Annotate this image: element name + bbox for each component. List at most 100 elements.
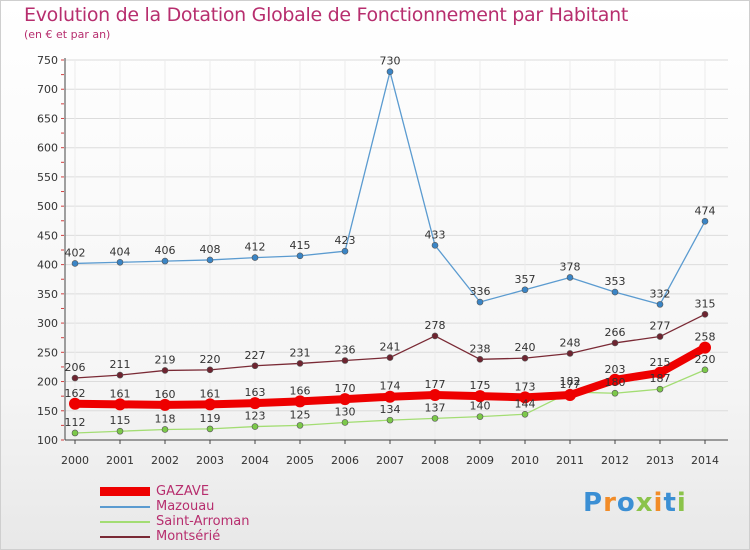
data-label-montserie: 211 <box>110 358 131 371</box>
data-point-montserie <box>341 357 349 364</box>
x-tick-label: 2002 <box>151 454 179 467</box>
legend-item-saint-arroman[interactable]: Saint-Arroman <box>100 514 340 529</box>
data-point-mazouau <box>206 256 214 264</box>
data-label-montserie: 315 <box>695 297 716 310</box>
data-label-mazouau: 332 <box>650 287 671 300</box>
data-point-saint-arroman <box>521 410 529 418</box>
data-label-gazave: 258 <box>695 331 716 344</box>
data-point-mazouau <box>566 274 574 281</box>
data-point-mazouau <box>521 286 529 294</box>
x-tick-label: 2003 <box>196 454 224 467</box>
data-point-mazouau <box>296 252 304 260</box>
legend-swatch-montserie <box>100 535 150 538</box>
legend-swatch-mazouau <box>100 505 150 508</box>
data-point-mazouau <box>656 301 664 308</box>
legend-item-mazouau[interactable]: Mazouau <box>100 499 340 514</box>
data-point-gazave <box>429 388 441 401</box>
data-label-gazave: 161 <box>200 387 221 400</box>
data-label-saint-arroman: 182 <box>560 375 581 388</box>
data-label-saint-arroman: 137 <box>425 401 446 414</box>
data-label-mazouau: 336 <box>470 285 491 298</box>
data-point-mazouau <box>251 254 259 261</box>
x-tick-label: 2012 <box>601 454 629 467</box>
data-point-montserie <box>71 374 79 382</box>
data-label-saint-arroman: 123 <box>245 410 266 423</box>
data-label-gazave: 175 <box>470 379 491 392</box>
x-tick-label: 2005 <box>286 454 314 467</box>
data-point-saint-arroman <box>161 426 169 433</box>
data-point-gazave <box>384 390 396 403</box>
data-label-mazouau: 415 <box>290 239 311 252</box>
data-label-gazave: 166 <box>290 384 311 397</box>
legend-label: Montsérié <box>156 529 221 544</box>
data-label-montserie: 248 <box>560 336 581 349</box>
data-point-montserie <box>476 356 484 363</box>
y-tick-label: 500 <box>37 200 58 213</box>
data-point-montserie <box>296 360 304 367</box>
data-label-mazouau: 423 <box>335 234 356 247</box>
data-label-gazave: 170 <box>335 382 356 395</box>
data-label-montserie: 241 <box>380 341 401 354</box>
data-label-saint-arroman: 134 <box>380 403 401 416</box>
legend-swatch-saint-arroman <box>100 520 150 523</box>
data-point-montserie <box>206 366 214 374</box>
data-point-mazouau <box>386 68 394 75</box>
data-label-mazouau: 404 <box>110 245 131 258</box>
data-point-saint-arroman <box>206 425 214 433</box>
x-tick-label: 2000 <box>61 454 89 467</box>
data-point-gazave <box>699 341 711 354</box>
data-point-gazave <box>294 395 306 408</box>
data-label-montserie: 219 <box>155 353 176 366</box>
data-label-gazave: 173 <box>515 380 536 393</box>
data-label-gazave: 174 <box>380 380 401 393</box>
x-tick-label: 2013 <box>646 454 674 467</box>
data-point-montserie <box>116 371 124 379</box>
data-label-gazave: 163 <box>245 386 266 399</box>
logo-letter: i <box>653 488 664 518</box>
y-tick-label: 350 <box>37 288 58 301</box>
data-label-montserie: 231 <box>290 346 311 359</box>
legend: GAZAVE Mazouau Saint-Arroman Montsérié <box>100 484 340 544</box>
legend-item-montserie[interactable]: Montsérié <box>100 529 340 544</box>
data-point-saint-arroman <box>386 416 394 424</box>
legend-label: GAZAVE <box>156 484 210 499</box>
data-point-gazave <box>519 391 531 404</box>
proxiti-logo[interactable]: Proxiti <box>583 488 687 518</box>
data-label-montserie: 220 <box>200 353 221 366</box>
y-tick-label: 300 <box>37 317 58 330</box>
data-label-montserie: 277 <box>650 320 671 333</box>
x-tick-label: 2006 <box>331 454 359 467</box>
data-point-gazave <box>339 393 351 406</box>
data-label-montserie: 238 <box>470 342 491 355</box>
data-label-saint-arroman: 180 <box>605 376 626 389</box>
data-point-saint-arroman <box>476 413 484 420</box>
data-label-mazouau: 353 <box>605 275 626 288</box>
data-point-mazouau <box>71 260 79 267</box>
data-label-gazave: 203 <box>605 363 626 376</box>
data-point-montserie <box>161 367 169 374</box>
logo-letter: i <box>676 488 687 518</box>
y-tick-label: 200 <box>37 376 58 389</box>
data-label-saint-arroman: 119 <box>200 412 221 425</box>
y-tick-label: 150 <box>37 405 58 418</box>
data-point-montserie <box>251 362 259 370</box>
x-tick-label: 2014 <box>691 454 719 467</box>
data-label-mazouau: 433 <box>425 228 446 241</box>
y-tick-label: 100 <box>37 434 58 447</box>
data-label-gazave: 162 <box>65 387 86 400</box>
legend-item-gazave[interactable]: GAZAVE <box>100 484 340 499</box>
data-label-mazouau: 408 <box>200 243 221 256</box>
data-label-mazouau: 402 <box>65 246 86 259</box>
data-point-saint-arroman <box>431 415 439 422</box>
data-label-montserie: 236 <box>335 343 356 356</box>
data-point-mazouau <box>161 257 169 265</box>
data-point-saint-arroman <box>251 423 259 430</box>
y-tick-label: 250 <box>37 346 58 359</box>
data-point-gazave <box>249 397 261 410</box>
data-point-montserie <box>521 354 529 362</box>
data-label-saint-arroman: 144 <box>515 397 536 410</box>
data-label-montserie: 206 <box>65 361 86 374</box>
x-tick-label: 2008 <box>421 454 449 467</box>
x-tick-label: 2007 <box>376 454 404 467</box>
